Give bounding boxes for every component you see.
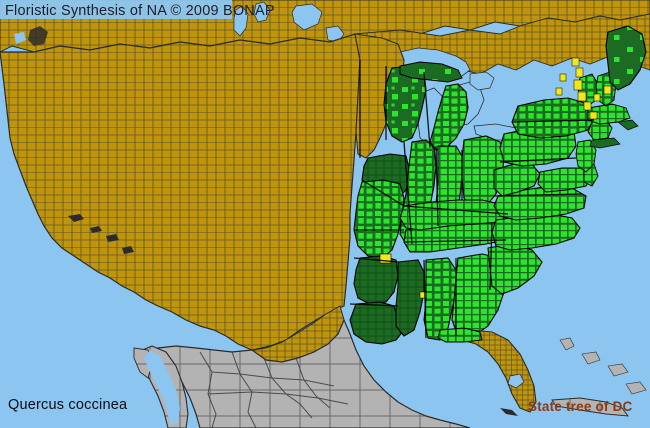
map-title-caption: Floristic Synthesis of NA © 2009 BONAP xyxy=(5,3,275,19)
state-tree-note-caption: State tree of DC xyxy=(528,399,633,414)
species-name-caption: Quercus coccinea xyxy=(8,397,128,413)
region-upper-plains-absent xyxy=(354,33,405,159)
region-mexico-gray xyxy=(133,318,647,428)
region-western-us-absent xyxy=(0,26,361,363)
rare-counties-yellow xyxy=(379,57,612,299)
region-florida xyxy=(437,327,537,416)
state-borders-overlay xyxy=(349,60,595,339)
title-caption-band xyxy=(0,0,232,19)
